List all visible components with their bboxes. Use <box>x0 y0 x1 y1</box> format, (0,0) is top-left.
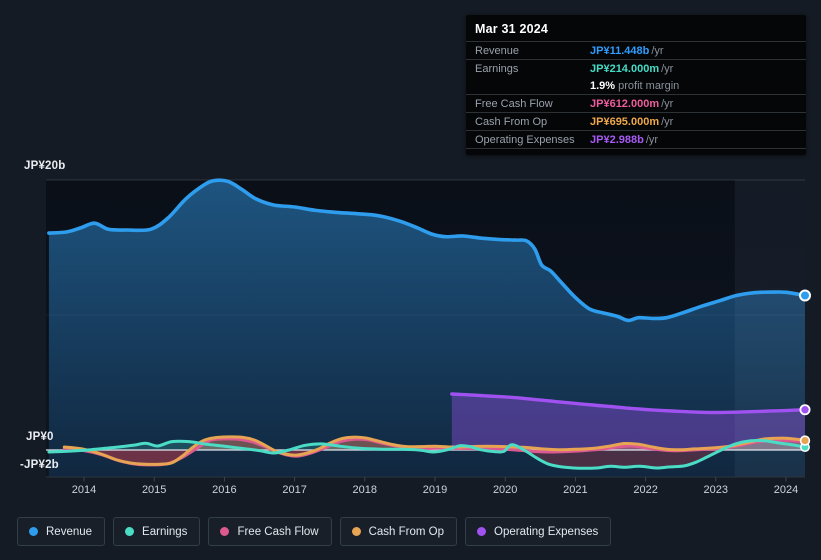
earnings-line <box>47 439 807 470</box>
tooltip-row-operating-expenses: Operating Expenses JP¥2.988b/yr <box>466 130 806 148</box>
tooltip-value: JP¥11.448b/yr <box>590 45 664 57</box>
operating-expenses-area <box>451 394 805 450</box>
x-axis-label: 2014 <box>71 484 97 496</box>
legend-item-free-cash-flow[interactable]: Free Cash Flow <box>208 517 332 546</box>
tooltip-row-profit-margin: 1.9% profit margin <box>466 77 806 94</box>
tooltip-panel: Mar 31 2024 Revenue JP¥11.448b/yr Earnin… <box>466 15 806 155</box>
x-axis-label: 2020 <box>492 484 518 496</box>
y-axis-label-0: JP¥0 <box>26 431 54 443</box>
chart-canvas[interactable] <box>0 0 821 510</box>
legend-label: Earnings <box>142 525 188 538</box>
revenue-endpoint-dot[interactable] <box>799 289 811 302</box>
tooltip-margin: 1.9% profit margin <box>590 80 680 92</box>
tooltip-row-earnings: Earnings JP¥214.000m/yr <box>466 59 806 77</box>
tooltip-value: JP¥2.988b/yr <box>590 134 659 146</box>
tooltip-label: Earnings <box>475 63 519 75</box>
legend-bar: Revenue Earnings Free Cash Flow Cash Fro… <box>17 517 612 546</box>
x-axis: 2014 2015 2016 2017 2018 2019 2020 2021 2022 2023… <box>0 484 821 498</box>
legend-label: Cash From Op <box>368 525 445 538</box>
earnings-area-negative <box>48 450 805 469</box>
tooltip-row-cash-from-op: Cash From Op JP¥695.000m/yr <box>466 112 806 130</box>
earnings-dot-icon <box>125 527 135 536</box>
operating-expenses-line <box>450 392 807 415</box>
tooltip-label: Revenue <box>475 45 520 57</box>
x-axis-label: 2022 <box>633 484 658 496</box>
x-axis-label: 2019 <box>422 484 448 496</box>
x-axis-label: 2017 <box>282 484 307 496</box>
legend-label: Operating Expenses <box>494 525 599 538</box>
tooltip-value: JP¥695.000m/yr <box>590 116 674 128</box>
legend-label: Free Cash Flow <box>237 525 319 538</box>
tooltip-date: Mar 31 2024 <box>475 22 549 36</box>
x-axis-label: 2016 <box>212 484 237 496</box>
cash-from-op-line <box>62 435 807 466</box>
revenue-dot-icon <box>29 527 38 536</box>
operating-expenses-dot-icon <box>477 527 487 536</box>
tooltip-row-free-cash-flow: Free Cash Flow JP¥612.000m/yr <box>466 94 806 112</box>
x-axis-label: 2018 <box>352 484 378 496</box>
tooltip-label: Operating Expenses <box>475 134 575 146</box>
x-axis-label: 2015 <box>141 484 167 496</box>
cash-from-op-endpoint-dot[interactable] <box>799 435 811 446</box>
legend-label: Revenue <box>46 525 93 538</box>
tooltip-row-revenue: Revenue JP¥11.448b/yr <box>466 41 806 59</box>
tooltip-value: JP¥612.000m/yr <box>590 98 674 110</box>
legend-item-cash-from-op[interactable]: Cash From Op <box>339 517 458 546</box>
legend-item-earnings[interactable]: Earnings <box>113 517 201 546</box>
tooltip-label: Free Cash Flow <box>475 98 553 110</box>
y-axis-label-minus2b: -JP¥2b <box>20 459 59 471</box>
y-axis-label-20b: JP¥20b <box>24 160 66 172</box>
cash-from-op-dot-icon <box>351 527 361 536</box>
free-cash-flow-dot-icon <box>220 527 230 536</box>
operating-expenses-endpoint-dot[interactable] <box>799 404 811 416</box>
legend-item-operating-expenses[interactable]: Operating Expenses <box>465 517 612 546</box>
x-axis-label: 2024 <box>773 484 799 496</box>
tooltip-label: Cash From Op <box>475 116 548 128</box>
revenue-line <box>47 178 807 323</box>
tooltip-value: JP¥214.000m/yr <box>590 63 674 75</box>
revenue-area <box>48 180 805 477</box>
x-axis-label: 2023 <box>703 484 729 496</box>
latest-period-highlight-band <box>734 180 805 477</box>
x-axis-label: 2021 <box>563 484 588 496</box>
tooltip-divider <box>466 148 806 149</box>
legend-item-revenue[interactable]: Revenue <box>17 517 106 546</box>
